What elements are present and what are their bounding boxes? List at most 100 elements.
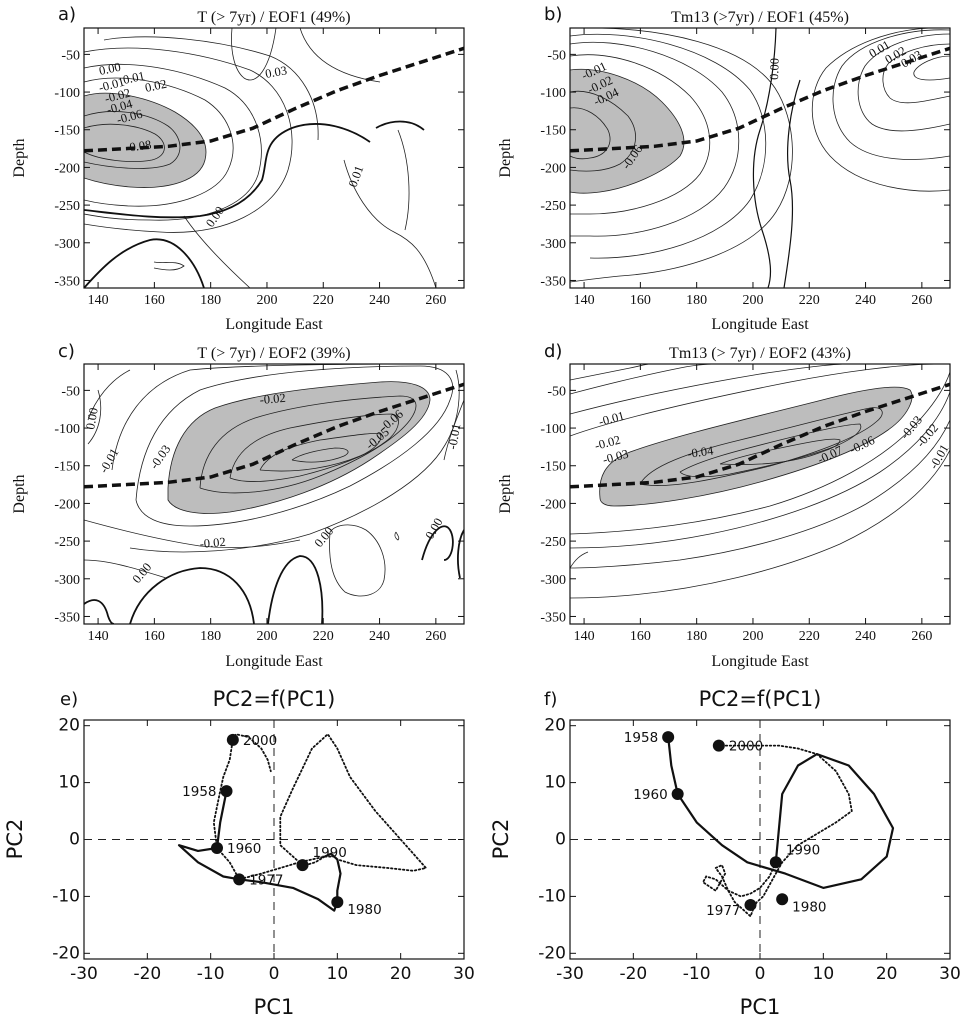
y-tick-label: -250 (54, 535, 80, 550)
panel-c-contour-label: -0.01 (96, 446, 121, 476)
x-tick-label: 220 (799, 293, 820, 308)
panel-b-contour-label: 0.00 (767, 58, 782, 80)
panel-a-frame (83, 27, 465, 289)
trajectory-dotted (212, 732, 428, 881)
y-tick-label: -100 (540, 86, 566, 101)
year-marker (671, 787, 684, 800)
panel-a-contour-label: 0.01 (122, 69, 146, 87)
x-tick-label: 160 (144, 293, 165, 308)
y-tick-label: -350 (540, 274, 566, 289)
y-tick-label: -100 (540, 422, 566, 437)
panel-c-contour-label: 0.00 (130, 560, 155, 586)
year-marker (220, 785, 233, 798)
x-tick-label: 140 (88, 293, 109, 308)
year-label: 1977 (249, 872, 283, 888)
x-tick-label: 20 (390, 964, 412, 984)
panel-d-plot: -0.01 -0.02 -0.03 -0.04 -0.07 -0.06 -0.0… (570, 364, 950, 599)
x-tick-label: 30 (939, 964, 961, 984)
panel-d-contour-label: -0.03 (601, 447, 630, 467)
x-tick-label: 220 (313, 293, 334, 308)
panel-a-contour-label: 0.02 (144, 77, 168, 95)
x-tick-label: -10 (197, 964, 225, 984)
panel-b-title: Tm13 (>7yr) / EOF1 (45%) (671, 9, 849, 26)
y-tick-label: 0 (69, 830, 80, 850)
panel-b-thermocline (570, 46, 950, 153)
panel-c-contour-label: -0.02 (259, 391, 286, 407)
year-label: 1977 (706, 903, 740, 919)
panel-c-contour-label: 0.00 (422, 516, 445, 542)
panel-d-xlabel: Longitude East (711, 653, 809, 670)
x-tick-label: 240 (855, 293, 876, 308)
x-tick-label: 260 (911, 629, 932, 644)
x-tick-label: 220 (313, 629, 334, 644)
x-tick-label: 20 (876, 964, 898, 984)
panel-d-letter: d) (544, 341, 562, 362)
panel-f-trajectory: 1958 2000 1960 1990 1977 1980 (570, 720, 950, 959)
panel-a-contour-label: -0.06 (115, 107, 144, 127)
x-tick-label: 140 (88, 629, 109, 644)
x-tick-label: -10 (683, 964, 711, 984)
y-tick-label: -300 (54, 237, 80, 252)
panel-c-ylabel: Depth (11, 474, 28, 513)
panel-c-title: T (> 7yr) / EOF2 (39%) (197, 345, 350, 362)
x-tick-label: -30 (70, 964, 98, 984)
panel-d-contour-label: -0.01 (597, 409, 626, 429)
panel-b-letter: b) (544, 4, 562, 25)
panel-b-axes: 140 160 180 200 220 240 260 -50 -100 -150 -200 -250… (540, 28, 950, 308)
panel-b-frame (569, 27, 951, 289)
x-tick-label: -30 (556, 964, 584, 984)
panel-a-zero-contour (84, 120, 425, 288)
panel-d-ylabel: Depth (497, 474, 514, 513)
y-tick-label: -300 (540, 237, 566, 252)
year-marker (296, 859, 309, 872)
x-tick-label: 180 (200, 293, 221, 308)
x-tick-label: 220 (799, 629, 820, 644)
year-label: 1960 (633, 787, 667, 803)
year-label: 1958 (624, 730, 658, 746)
panel-b-shaded-region (570, 68, 685, 194)
panel-a-letter: a) (58, 4, 76, 25)
x-tick-label: 200 (742, 629, 763, 644)
y-tick-label: -250 (540, 535, 566, 550)
panel-e-trajectory: 1958 1960 1977 2000 1990 1980 (84, 720, 464, 959)
y-tick-label: -150 (54, 124, 80, 139)
panel-c-axes: 140 160 180 200 220 240 260 -50 -100 -150 -200 -250… (54, 364, 464, 644)
trajectory-dotted (701, 744, 853, 918)
panel-c-plot: 0.00 -0.01 -0.02 -0.03 -0.02 -0.05 -0.06… (84, 364, 464, 624)
year-marker (744, 898, 757, 911)
panel-f-title: PC2=f(PC1) (699, 687, 822, 711)
x-tick-label: 180 (686, 293, 707, 308)
panel-e: e) PC2=f(PC1) -30 -20 -10 0 10 20 30-20-100102… (3, 687, 475, 1019)
panel-d-thermocline (570, 382, 950, 489)
y-tick-label: -150 (54, 460, 80, 475)
panel-b-xlabel: Longitude East (711, 316, 809, 333)
x-tick-label: 180 (686, 629, 707, 644)
x-tick-label: 200 (742, 293, 763, 308)
panel-c-thermocline (84, 382, 464, 489)
panel-a-xlabel: Longitude East (225, 316, 323, 333)
year-label: 2000 (243, 733, 277, 749)
y-tick-label: -300 (54, 573, 80, 588)
panel-a-ylabel: Depth (11, 138, 28, 177)
year-marker (226, 733, 239, 746)
x-tick-label: 10 (327, 964, 349, 984)
y-tick-label: -250 (54, 199, 80, 214)
panel-a: a) T (> 7yr) / EOF1 (49%) 0.00 (11, 4, 465, 333)
y-tick-label: -350 (54, 274, 80, 289)
x-tick-label: 260 (425, 629, 446, 644)
panel-b-contours (570, 28, 950, 283)
y-tick-label: -50 (547, 384, 566, 399)
year-marker (211, 842, 223, 855)
panel-d: d) Tm13 (> 7yr) / EOF2 (43%) -0.01 -0.02… (497, 341, 951, 670)
y-tick-label: -50 (61, 48, 80, 63)
trajectory-solid (177, 790, 342, 912)
x-tick-label: 180 (200, 629, 221, 644)
y-tick-label: -250 (540, 199, 566, 214)
x-tick-label: 240 (855, 629, 876, 644)
y-tick-label: -350 (54, 610, 80, 625)
x-tick-label: 160 (630, 629, 651, 644)
x-tick-label: 240 (369, 293, 390, 308)
panel-c: c) T (> 7yr) / EOF2 (39%) 0.00 (11, 341, 465, 670)
y-tick-label: -200 (54, 161, 80, 176)
